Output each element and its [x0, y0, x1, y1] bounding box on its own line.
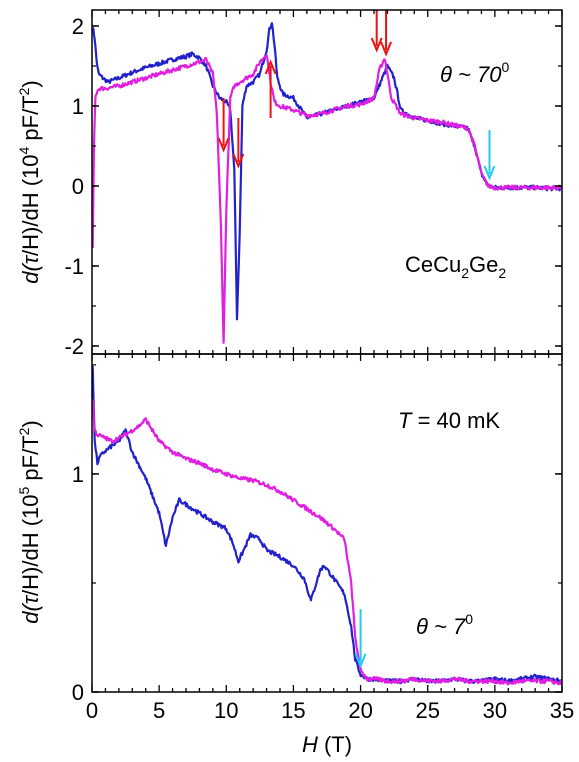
top-theta-annotation: θ ~ 700	[440, 59, 509, 87]
temperature-annotation: T = 40 mK	[398, 408, 500, 433]
top-panel-curves	[92, 22, 562, 344]
top-arrow-3	[370, 10, 383, 53]
top-arrow-4	[380, 10, 393, 57]
top-arrow-1	[232, 118, 245, 169]
x-tick-label: 15	[281, 698, 305, 723]
top-series-line-1	[92, 54, 562, 344]
top-arrow-0	[217, 98, 230, 153]
bottom-y-axis-label: d(τ/H)/dH (105 pF/T2)	[16, 420, 43, 624]
top-arrow-5	[483, 130, 496, 181]
top-y-axis-label: d(τ/H)/dH (104 pF/T2)	[16, 80, 43, 284]
top-y-ticks: -2 -1 0 1 2	[64, 14, 562, 359]
bottom-panel-curves	[92, 366, 562, 686]
x-tick-label: 5	[153, 698, 165, 723]
x-tick-label: 30	[483, 698, 507, 723]
x-tick-label: 35	[550, 698, 574, 723]
y-tick-label: -2	[64, 334, 84, 359]
x-tick-label: 0	[86, 698, 98, 723]
bottom-theta-annotation: θ ~ 70	[416, 611, 473, 639]
compound-label: CeCu2Ge2	[405, 252, 506, 281]
x-tick-label: 20	[348, 698, 372, 723]
bottom-arrow-0	[354, 609, 367, 669]
y-tick-label: 0	[72, 680, 84, 705]
y-tick-label: 1	[72, 94, 84, 119]
bottom-panel-frame	[91, 353, 563, 693]
y-tick-label: 1	[72, 462, 84, 487]
bottom-y-ticks: 01	[72, 364, 562, 705]
x-tick-label: 25	[415, 698, 439, 723]
x-tick-label: 10	[214, 698, 238, 723]
top-panel-arrows	[217, 10, 496, 181]
y-tick-label: 0	[72, 174, 84, 199]
bottom-x-ticks: 0 5 10 15 20 25 30 35	[86, 10, 574, 723]
bottom-panel-arrows	[354, 609, 367, 669]
y-tick-label: -1	[64, 254, 84, 279]
y-tick-label: 2	[72, 14, 84, 39]
x-axis-label: H (T)	[302, 732, 352, 757]
bottom-series-line-1	[92, 399, 562, 686]
top-arrow-2	[264, 59, 277, 118]
